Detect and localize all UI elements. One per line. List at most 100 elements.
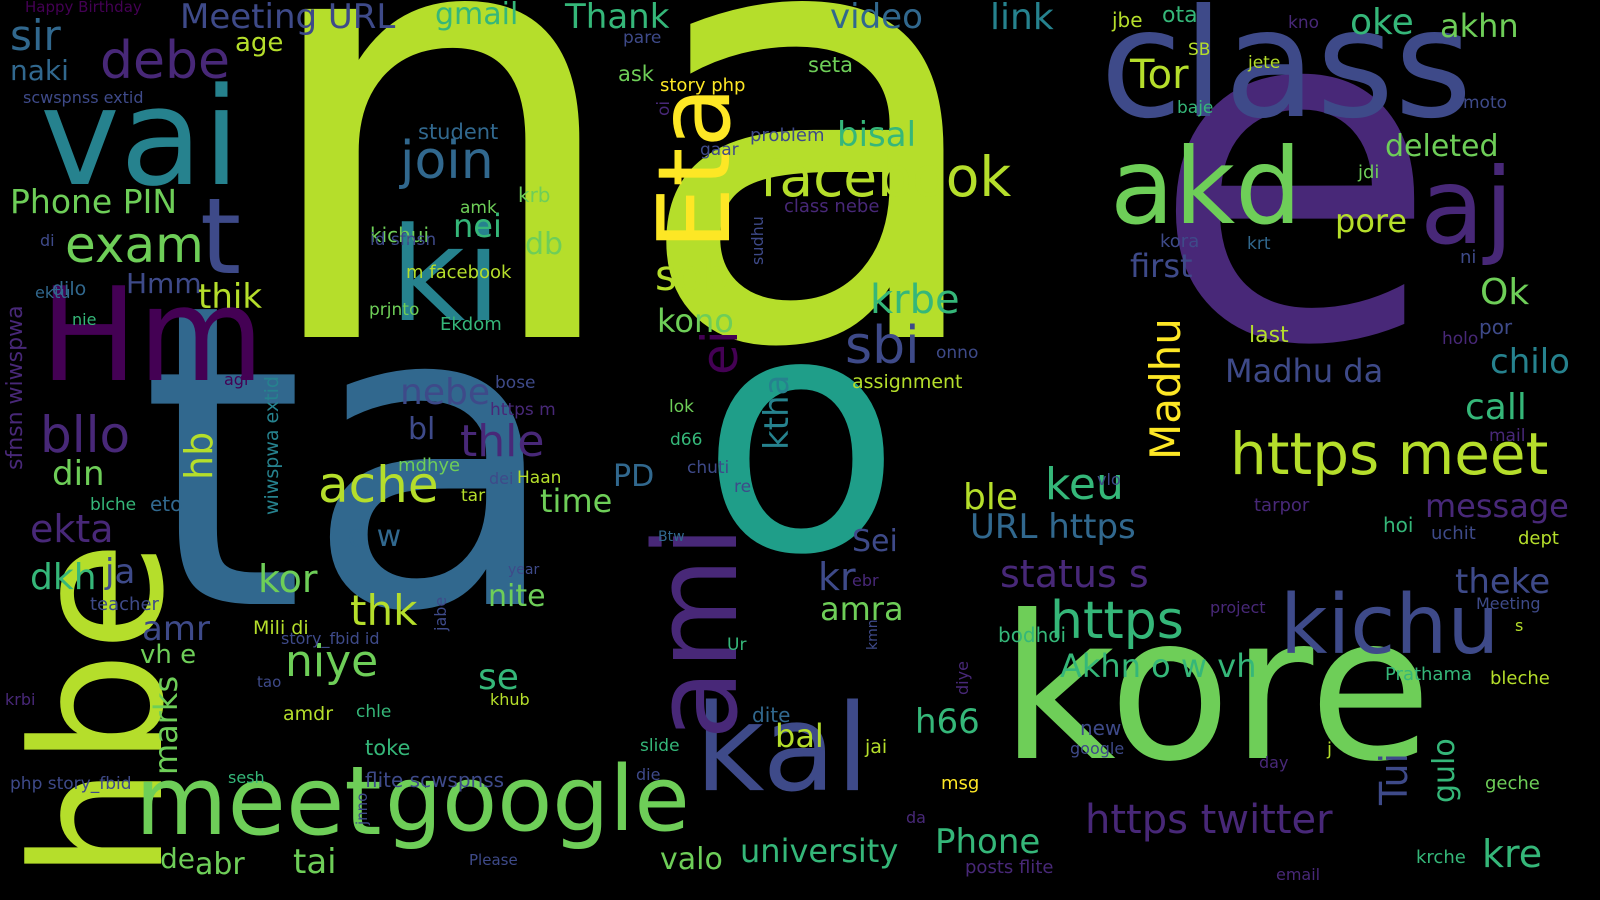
cloud-word: prjnto [369,300,420,320]
cloud-word: exam [65,216,204,274]
cloud-word: oi [654,100,674,116]
cloud-word: Prathama [1385,664,1473,685]
cloud-word: thle [460,416,545,467]
cloud-word: day [1259,753,1289,772]
cloud-word: holo [1442,329,1479,349]
cloud-word: marks [147,675,185,775]
cloud-word: Meeting [1476,594,1541,613]
cloud-word: eto [150,492,183,516]
cloud-word: ja [105,552,136,592]
cloud-word: thik [198,277,263,317]
cloud-word: Hm [40,259,265,411]
cloud-word: jete [1248,53,1281,73]
cloud-word: Meeting URL [180,0,396,37]
cloud-word: bl [408,412,436,447]
cloud-word: j [1327,739,1333,760]
cloud-word: https meet [1230,420,1549,488]
cloud-word: tao [257,673,282,691]
cloud-word: Akhn o w vh [1060,647,1257,685]
cloud-word: amra [820,590,904,628]
cloud-word: SB [1188,40,1211,60]
cloud-word: bisal [837,115,917,155]
cloud-word: Ur [727,635,747,655]
cloud-word: jbe [1112,8,1143,32]
cloud-word: ble [963,477,1019,518]
cloud-word: blche [90,495,137,515]
cloud-word: status s [1000,552,1149,596]
cloud-word: vai [40,59,241,216]
cloud-word: Haan [517,468,562,488]
cloud-word: ebr [852,571,879,590]
cloud-word: new [1080,716,1122,740]
cloud-word: Thank [565,0,670,37]
cloud-word: amk [460,198,497,218]
cloud-word: na [250,0,998,479]
cloud-word: chle [356,702,392,722]
cloud-word: kmn [865,619,881,650]
cloud-word: onno [936,343,979,363]
cloud-word: aj [1420,146,1514,268]
cloud-word: gulo [1427,738,1462,803]
cloud-word: story php [660,75,746,96]
cloud-word: msg [941,773,980,794]
cloud-word: Please [469,851,518,869]
cloud-word: problem [750,125,825,146]
cloud-word: jabe [431,596,450,631]
cloud-word: sbi [845,316,920,376]
cloud-word: Tui [1372,752,1416,805]
cloud-word: kore [1000,573,1432,806]
cloud-word: lok [669,397,694,417]
cloud-word: kno [1288,13,1320,33]
cloud-word: hoi [1383,513,1414,537]
cloud-word: ekta [30,507,114,551]
cloud-word: din [52,454,105,494]
cloud-word: agr [224,370,251,389]
cloud-word: kre [1482,832,1543,876]
cloud-word: google [385,747,690,852]
cloud-word: m facebook [406,262,512,283]
cloud-word: project [1210,598,1266,617]
cloud-word: krt [1247,234,1271,254]
cloud-word: bleche [1490,668,1550,689]
cloud-word: krb [518,183,551,207]
cloud-word: sesh [228,768,265,787]
cloud-word: amdr [283,703,334,725]
cloud-word: vlo [1097,470,1121,489]
cloud-word: khub [490,690,530,709]
cloud-word: s [1515,616,1524,635]
cloud-word: wiwspwa extid [261,376,283,515]
cloud-word: join [400,131,494,191]
cloud-word: amr [142,609,210,649]
cloud-word: por [1479,315,1513,339]
cloud-word: akd [1110,126,1302,248]
cloud-word: toke [365,736,411,760]
cloud-word: dept [1518,528,1559,549]
cloud-word: student [418,120,499,144]
cloud-word: Hmm [126,267,202,300]
cloud-word: e [1150,0,1440,448]
cloud-word: Sei [852,524,898,559]
cloud-word: vh e [140,640,197,670]
cloud-word: sudhu [748,216,767,265]
cloud-word: kichui [370,223,430,247]
cloud-word: nite [488,579,546,614]
cloud-word: ota [1162,3,1198,28]
cloud-word: tar [461,486,486,506]
cloud-word: Ekdom [440,314,502,335]
cloud-word: flite scwspnss [365,768,505,792]
cloud-word: facebook [760,145,1012,209]
cloud-word: link [990,0,1054,38]
cloud-word: tai [293,842,337,882]
cloud-word: Madhu [1141,318,1190,460]
cloud-word: id sfnsn [370,230,437,250]
cloud-word: bose [495,373,536,393]
cloud-word: PD [613,459,655,494]
cloud-word: Happy Birthday [25,0,142,16]
cloud-word: keu [1045,459,1124,510]
cloud-word: dei [489,469,514,488]
cloud-word: krbe [870,277,960,323]
cloud-word: kor [258,557,318,601]
cloud-word: dite [752,703,791,727]
cloud-word: Madhu da [1225,352,1384,390]
